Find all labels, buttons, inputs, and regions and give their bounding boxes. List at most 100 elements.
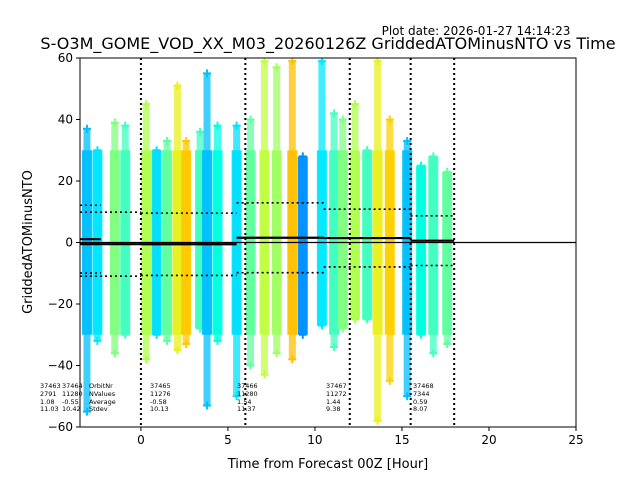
scatter-strip-26 [416, 161, 427, 339]
strip-extreme-marker-7-1 [173, 346, 182, 355]
strip-extreme-marker-28-1 [443, 339, 452, 348]
x-tick-label-0: 0 [137, 433, 145, 447]
scatter-strip-18 [316, 58, 327, 330]
orbit-stdev-0: 11.03 [40, 405, 59, 413]
strip-tail-22 [363, 150, 371, 320]
strip-extreme-marker-28-0 [443, 167, 452, 176]
strip-tail-11 [213, 125, 221, 341]
strip-extreme-marker-26-1 [417, 330, 426, 339]
strip-extreme-marker-15-0 [272, 63, 281, 72]
y-tick-label-6: 60 [58, 51, 73, 65]
x-tick-label-3: 15 [394, 433, 409, 447]
strip-extreme-marker-0-1 [82, 407, 91, 416]
strip-extreme-marker-5-1 [152, 330, 161, 339]
strip-extreme-marker-19-0 [330, 109, 339, 118]
strip-tail-0 [83, 128, 91, 412]
strip-extreme-marker-20-0 [338, 115, 347, 124]
scatter-strip-11 [212, 121, 223, 345]
strip-tail-24 [386, 119, 394, 381]
strip-tail-3 [121, 125, 129, 335]
stat-label-3: Stdev [89, 405, 108, 413]
strip-tail-16 [288, 61, 296, 360]
orbit-number-3: 37466 [237, 382, 258, 390]
strip-tail-7 [173, 85, 181, 351]
orbit-nvalues-3: 11280 [237, 390, 258, 398]
plot-date: Plot date: 2026-01-27 14:14:23 [382, 24, 571, 38]
chart-title: S-O3M_GOME_VOD_XX_M03_20260126Z GriddedA… [40, 34, 615, 54]
orbit-number-4: 37467 [326, 382, 347, 390]
strip-extreme-marker-5-0 [152, 146, 161, 155]
strip-extreme-marker-15-1 [272, 349, 281, 358]
y-tick-label-3: 0 [65, 236, 73, 250]
y-tick-label-4: 20 [58, 174, 73, 188]
x-tick-label-4: 20 [481, 433, 496, 447]
strip-tail-2 [111, 122, 119, 354]
strip-extreme-marker-13-0 [246, 115, 255, 124]
orbit-number-2: 37465 [150, 382, 171, 390]
orbit-nvalues-2: 11276 [150, 390, 171, 398]
orbit-nvalues-5: 7344 [413, 390, 430, 398]
orbit-number-0: 37463 [40, 382, 61, 390]
strip-tail-20 [339, 119, 347, 329]
orbit-annotations: 3746327911.0811.033746411280-0.5510.4237… [40, 382, 434, 413]
y-tick-label-2: −20 [48, 297, 73, 311]
scatter-strip-7 [172, 81, 183, 355]
strip-extreme-marker-12-0 [232, 121, 241, 130]
strip-extreme-marker-19-1 [330, 343, 339, 352]
scatter-strip-14 [259, 58, 270, 379]
y-tick-label-1: −40 [48, 359, 73, 373]
scatter-strip-15 [271, 63, 282, 358]
strip-tail-18 [318, 61, 326, 326]
strip-tail-9 [196, 131, 204, 329]
strip-extreme-marker-17-0 [298, 152, 307, 161]
y-tick-label-0: −60 [48, 420, 73, 434]
strip-extreme-marker-21-0 [350, 100, 359, 109]
strip-tail-14 [260, 61, 268, 375]
x-tick-label-5: 25 [568, 433, 583, 447]
orbit-nvalues-0: 2791 [40, 390, 57, 398]
strip-extreme-marker-24-1 [385, 376, 394, 385]
scatter-strip-4 [141, 100, 152, 364]
orbit-nvalues-1: 11280 [62, 390, 83, 398]
strip-extreme-marker-23-1 [373, 416, 382, 425]
scatter-strip-21 [349, 100, 360, 324]
strip-extreme-marker-14-1 [260, 370, 269, 379]
strip-extreme-marker-21-1 [350, 315, 359, 324]
strip-extreme-marker-7-0 [173, 81, 182, 90]
strip-tail-15 [273, 67, 281, 354]
strip-tail-28 [443, 171, 451, 344]
strip-tail-27 [429, 156, 437, 354]
strip-extreme-marker-26-0 [417, 161, 426, 170]
strip-extreme-marker-13-1 [246, 361, 255, 370]
strip-extreme-marker-8-1 [182, 339, 191, 348]
scatter-strip-23 [372, 58, 383, 425]
orbit-stdev-1: 10.42 [62, 405, 81, 413]
scatter-strip-10 [202, 69, 213, 410]
strip-tail-12 [233, 125, 241, 397]
strip-extreme-marker-16-1 [288, 355, 297, 364]
strip-extreme-marker-3-0 [121, 121, 130, 130]
strip-tail-17 [299, 156, 307, 335]
orbit-average-1: -0.55 [62, 398, 79, 406]
strip-extreme-marker-2-1 [110, 349, 119, 358]
orbit-number-1: 37464 [62, 382, 83, 390]
stat-label-1: NValues [89, 390, 116, 398]
scatter-strip-0 [81, 124, 92, 416]
strip-tail-1 [93, 150, 101, 341]
y-tick-label-5: 40 [58, 113, 73, 127]
scatter-strip-3 [120, 121, 131, 339]
x-axis-label: Time from Forecast 00Z [Hour] [227, 457, 429, 472]
strip-tail-21 [351, 104, 359, 320]
strip-tail-4 [142, 104, 150, 360]
orbit-stdev-2: 10.13 [150, 405, 169, 413]
y-axis-label: GriddedATOMinusNTO [21, 170, 36, 314]
strip-tail-6 [163, 141, 171, 341]
strip-extreme-marker-25-0 [403, 137, 412, 146]
stat-label-0: OrbitNr [89, 382, 113, 390]
strip-extreme-marker-0-0 [82, 124, 91, 133]
strip-extreme-marker-10-1 [203, 401, 212, 410]
scatter-strip-19 [329, 109, 340, 352]
strip-extreme-marker-4-1 [142, 355, 151, 364]
